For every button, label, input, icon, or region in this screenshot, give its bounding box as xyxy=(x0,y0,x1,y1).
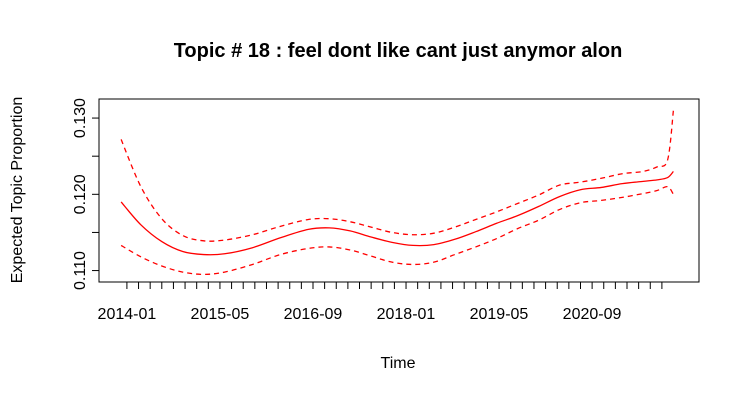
x-tick-label: 2018-01 xyxy=(377,306,436,323)
series-line-estimate xyxy=(120,170,674,256)
x-tick-label: 2016-09 xyxy=(284,306,343,323)
x-tick-label: 2019-05 xyxy=(470,306,529,323)
y-axis-label: Expected Topic Proportion xyxy=(9,97,26,283)
series-line-lower xyxy=(120,185,674,276)
y-tick-label: 0.110 xyxy=(72,251,89,290)
x-axis-label: Time xyxy=(381,355,416,372)
x-tick-label: 2015-05 xyxy=(191,306,250,323)
chart-title: Topic # 18 : feel dont like cant just an… xyxy=(174,40,623,62)
y-tick-label: 0.120 xyxy=(72,174,89,214)
y-axis: 0.110 0.120 0.130 xyxy=(72,98,99,290)
x-tick-label: 2014-01 xyxy=(98,306,157,323)
plot-frame xyxy=(98,98,700,283)
y-tick-label: 0.130 xyxy=(72,98,89,138)
series-layer xyxy=(120,110,675,276)
x-tick-label: 2020-09 xyxy=(563,306,622,323)
x-axis: 2014-01 2015-05 2016-09 2018-01 2019-05 2020-… xyxy=(98,282,663,323)
series-line-upper xyxy=(120,110,675,242)
